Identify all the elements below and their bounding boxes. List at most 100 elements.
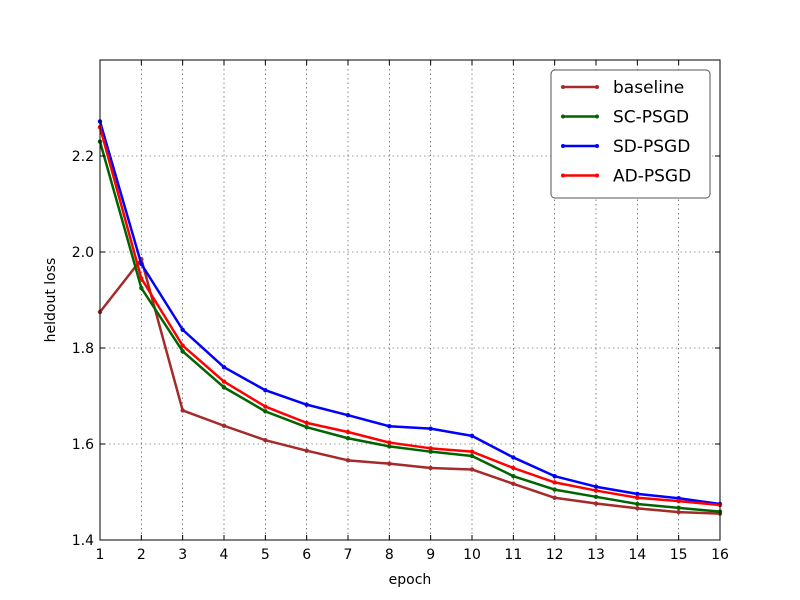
data-point-baseline [511,481,516,487]
data-point-baseline [304,448,309,453]
x-tick-label: 1 [96,547,105,563]
data-point-ad-psgd [387,440,392,445]
data-point-sd-psgd [221,365,227,370]
data-point-baseline [593,501,599,506]
data-point-ad-psgd [469,449,475,454]
data-point-sd-psgd [552,473,557,479]
y-tick-label: 1.8 [72,341,94,357]
y-tick-label: 2.2 [72,149,94,165]
x-tick-label: 14 [628,547,646,563]
data-point-sd-psgd [139,261,144,267]
data-point-sd-psgd [635,491,640,497]
data-point-sd-psgd [304,402,309,407]
data-point-baseline [180,408,185,413]
data-point-sc-psgd [428,449,433,454]
data-point-ad-psgd [139,276,144,281]
x-tick-label: 13 [587,547,605,563]
x-tick-label: 8 [385,547,394,563]
legend-marker-sc-psgd [561,114,565,119]
data-point-ad-psgd [552,480,557,485]
legend-marker-ad-psgd [595,173,599,178]
data-point-sc-psgd [593,494,599,499]
x-tick-label: 16 [711,547,729,563]
x-tick-label: 6 [302,547,311,563]
series-layer [97,119,723,516]
x-tick-label: 12 [546,547,564,563]
data-point-baseline [635,506,640,511]
legend-label-sc-psgd: SC-PSGD [613,108,689,128]
data-point-baseline [263,437,268,443]
data-point-ad-psgd [428,446,433,451]
y-tick-label: 1.4 [72,533,94,549]
data-point-sc-psgd [387,444,392,449]
x-axis-label: epoch [389,572,432,588]
legend-label-sd-psgd: SD-PSGD [613,137,690,157]
data-point-sc-psgd [676,505,681,511]
legend-box [550,69,711,199]
data-point-sc-psgd [263,409,268,414]
data-point-baseline [676,509,681,515]
data-point-sd-psgd [180,327,185,332]
x-tick-label: 2 [137,547,146,563]
data-point-sc-psgd [180,349,185,354]
x-tick-label: 11 [504,547,522,563]
data-point-ad-psgd [593,488,599,493]
axis-ticks: 1 2 3 4 5 6 7 8 9 10 11 12 13 14 15 161.41.61.82.02.2 [72,60,729,563]
legend-marker-sd-psgd [595,144,599,148]
legend-marker-baseline [561,85,565,89]
plot-frame [99,59,721,541]
legend-marker-sc-psgd [595,114,599,119]
data-point-sd-psgd [387,424,392,429]
data-point-sc-psgd [304,425,309,430]
data-point-ad-psgd [304,420,309,426]
legend-marker-baseline [595,85,599,89]
data-point-sc-psgd [345,436,351,441]
legend-label-ad-psgd: AD-PSGD [613,167,691,187]
data-point-baseline [387,461,392,466]
data-point-sc-psgd [469,453,475,459]
data-point-sd-psgd [263,388,268,393]
legend-marker-sd-psgd [561,144,565,148]
data-point-sc-psgd [552,487,557,492]
legend-label-baseline: baseline [613,78,684,98]
data-point-sd-psgd [511,455,516,460]
data-point-sd-psgd [428,426,433,431]
data-point-sc-psgd [635,501,640,507]
data-point-baseline [469,467,475,472]
data-point-baseline [428,465,433,471]
x-tick-label: 15 [670,547,688,563]
series-line-baseline [99,257,721,515]
x-tick-label: 4 [220,547,229,563]
data-point-ad-psgd [676,498,681,504]
data-point-baseline [221,423,227,428]
x-tick-label: 9 [426,547,435,563]
data-point-baseline [345,458,351,463]
data-point-baseline [552,495,557,500]
data-point-ad-psgd [511,465,516,471]
y-axis-label: heldout loss [43,258,59,343]
data-point-ad-psgd [263,404,268,409]
data-point-ad-psgd [345,429,351,435]
data-point-ad-psgd [221,379,227,384]
data-point-sd-psgd [593,484,599,489]
data-point-sc-psgd [511,473,516,479]
series-line-ad-psgd [98,126,721,507]
data-point-sd-psgd [469,433,475,439]
data-point-ad-psgd [180,343,185,348]
y-tick-label: 2.0 [72,245,94,261]
data-point-sc-psgd [221,385,227,390]
grid [100,60,720,540]
series-line-sd-psgd [98,121,721,506]
legend-marker-ad-psgd [561,173,565,178]
data-point-sc-psgd [139,285,144,291]
x-tick-label: 3 [178,547,187,563]
x-tick-label: 5 [261,547,270,563]
x-tick-label: 7 [344,547,353,563]
x-tick-label: 10 [463,547,481,563]
legend: baseline SC-PSGD SD-PSGD AD-PSGD [550,69,711,199]
data-point-sd-psgd [345,413,351,418]
data-point-ad-psgd [635,495,640,500]
y-tick-label: 1.6 [72,437,94,453]
series-line-sc-psgd [98,141,721,513]
